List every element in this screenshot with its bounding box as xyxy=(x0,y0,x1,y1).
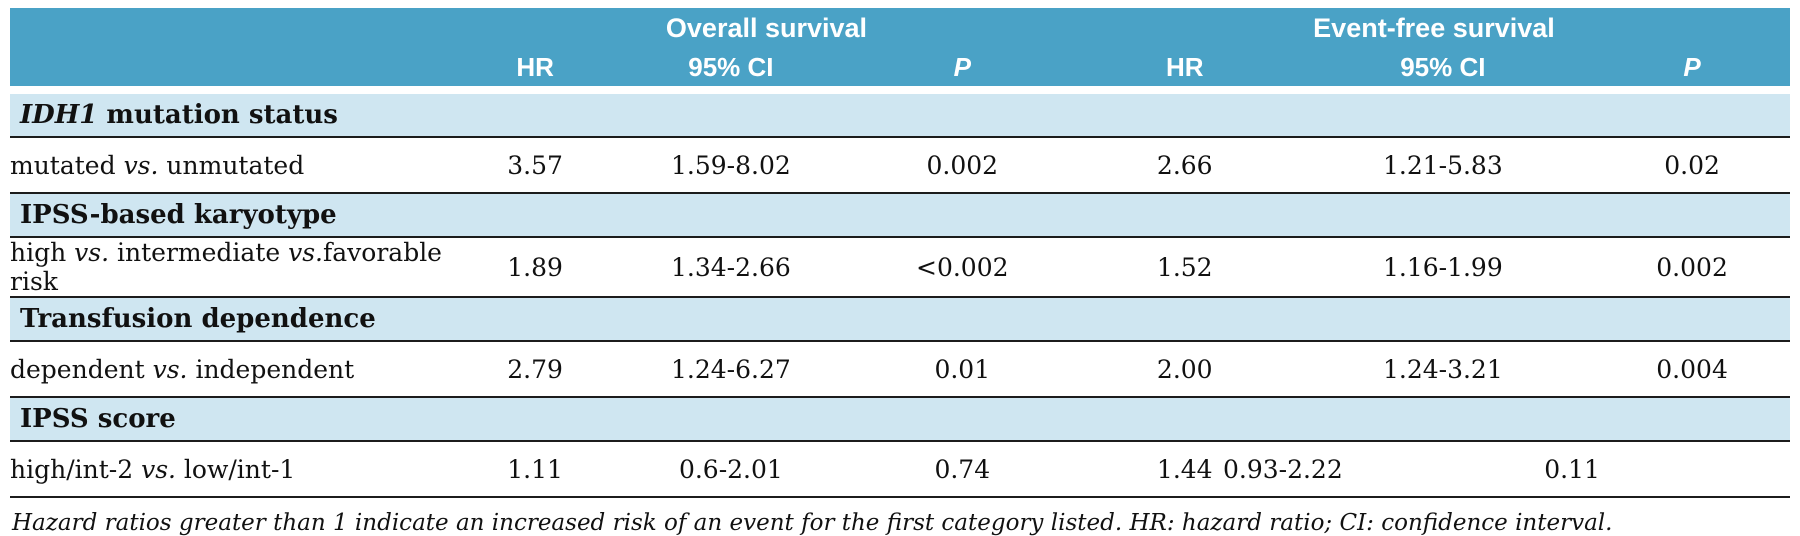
group-header-row: Overall survival Event-free survival xyxy=(10,8,1790,48)
os-hr-value: 2.79 xyxy=(455,340,616,398)
column-header-row: HR 95% CI P HR 95% CI P xyxy=(10,48,1790,86)
efs-ci-value: 1.24-3.21 xyxy=(1291,340,1595,398)
section-header-ipss-score: IPSS score xyxy=(10,397,1790,441)
row-label: high/int-2 vs. low/int-1 xyxy=(10,440,455,498)
row-label: mutated vs. unmutated xyxy=(10,136,455,194)
efs-p-value: 0.02 xyxy=(1594,136,1790,194)
header-corner-blank xyxy=(10,48,455,86)
efs-p-value: 0.004 xyxy=(1594,340,1790,398)
label-text: unmutated xyxy=(158,150,305,180)
row-label: dependent vs. independent xyxy=(10,340,455,398)
os-ci-value: 1.59-8.02 xyxy=(615,136,847,194)
efs-ci-text: 0.93-2.22 xyxy=(1222,454,1343,484)
section-title-gene: IDH1 xyxy=(20,100,98,130)
survival-analysis-table: Overall survival Event-free survival HR … xyxy=(10,8,1790,498)
label-text: low/int-1 xyxy=(175,454,296,484)
section-header-transfusion-dependence: Transfusion dependence xyxy=(10,297,1790,341)
section-header-idh1-mutation-status: IDH1 mutation status xyxy=(10,94,1790,137)
efs-p-text: 0.11 xyxy=(1544,454,1600,484)
label-vs: vs. xyxy=(288,238,323,267)
table-row-high-int2-vs-low-int1: high/int-2 vs. low/int-1 1.11 0.6-2.01 0… xyxy=(10,440,1790,498)
os-p-value: 0.01 xyxy=(846,340,1078,398)
os-ci-value: 1.34-2.66 xyxy=(615,236,847,298)
efs-ci-value: 0.93-2.22 xyxy=(1223,440,1595,498)
efs-ci-value: 1.16-1.99 xyxy=(1291,236,1595,298)
label-text: dependent xyxy=(10,354,153,384)
label-text: mutated xyxy=(10,150,124,180)
column-group-overall-survival: Overall survival xyxy=(455,8,1078,48)
label-text: intermediate xyxy=(109,238,289,267)
label-vs: vs. xyxy=(123,150,159,180)
column-header-efs-hr: HR xyxy=(1077,48,1292,86)
section-title: IPSS score xyxy=(20,404,176,434)
os-p-value: <0.002 xyxy=(846,236,1078,298)
table-footnote: Hazard ratios greater than 1 indicate an… xyxy=(12,510,1613,536)
os-hr-value: 1.89 xyxy=(455,236,616,298)
efs-hr-value: 1.52 xyxy=(1077,236,1292,298)
table-row-mutated-vs-unmutated: mutated vs. unmutated 3.57 1.59-8.02 0.0… xyxy=(10,136,1790,194)
header-gap xyxy=(10,86,1790,94)
column-header-os-hr: HR xyxy=(455,48,616,86)
efs-p-value: 0.002 xyxy=(1594,236,1790,298)
os-ci-value: 0.6-2.01 xyxy=(615,440,847,498)
efs-hr-value: 2.00 xyxy=(1077,340,1292,398)
efs-p-value: 0.11 xyxy=(1544,440,1790,498)
os-ci-value: 1.24-6.27 xyxy=(615,340,847,398)
efs-hr-value: 1.44 xyxy=(1077,440,1292,498)
os-hr-value: 3.57 xyxy=(455,136,616,194)
label-text: favorable risk xyxy=(10,238,442,296)
label-vs: vs. xyxy=(74,238,110,267)
column-group-event-free-survival: Event-free survival xyxy=(1077,8,1790,48)
section-title: Transfusion dependence xyxy=(20,304,376,334)
column-header-os-ci: 95% CI xyxy=(615,48,847,86)
table-row-dependent-vs-independent: dependent vs. independent 2.79 1.24-6.27… xyxy=(10,340,1790,398)
label-text: high xyxy=(10,238,75,267)
table-header: Overall survival Event-free survival HR … xyxy=(10,8,1790,86)
label-vs: vs. xyxy=(152,354,188,384)
efs-ci-value: 1.21-5.83 xyxy=(1291,136,1595,194)
efs-hr-value: 2.66 xyxy=(1077,136,1292,194)
os-p-value: 0.002 xyxy=(846,136,1078,194)
table-body: IDH1 mutation status mutated vs. unmutat… xyxy=(10,86,1790,498)
section-title: mutation status xyxy=(97,100,338,130)
label-text: high/int-2 xyxy=(10,454,142,484)
column-header-efs-ci: 95% CI xyxy=(1291,48,1595,86)
column-header-os-p: P xyxy=(846,48,1078,86)
label-text: independent xyxy=(187,354,355,384)
label-vs: vs. xyxy=(141,454,176,484)
os-hr-value: 1.11 xyxy=(455,440,616,498)
section-title: IPSS-based karyotype xyxy=(20,200,337,230)
column-header-efs-p: P xyxy=(1594,48,1790,86)
row-label: high vs. intermediate vs.favorable risk xyxy=(10,236,455,298)
header-corner-blank xyxy=(10,8,455,48)
table-row-high-vs-intermediate-vs-favorable: high vs. intermediate vs.favorable risk … xyxy=(10,236,1790,298)
section-header-ipss-based-karyotype: IPSS-based karyotype xyxy=(10,193,1790,237)
os-p-value: 0.74 xyxy=(846,440,1078,498)
